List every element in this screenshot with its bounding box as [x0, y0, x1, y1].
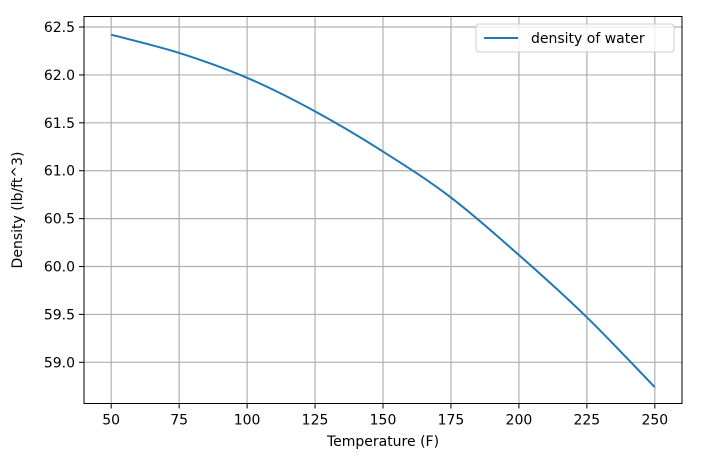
y-tick-label: 62.5 [44, 20, 75, 36]
y-tick-label: 59.5 [44, 307, 75, 323]
x-tick-label: 150 [370, 413, 397, 429]
y-axis-label: Density (lb/ft^3) [10, 152, 26, 269]
x-axis-label: Temperature (F) [326, 434, 439, 450]
y-tick-label: 61.5 [44, 116, 75, 132]
x-tick-label: 250 [641, 413, 668, 429]
y-tick-label: 60.0 [44, 260, 75, 276]
x-tick-label: 125 [302, 413, 329, 429]
x-tick-label: 100 [234, 413, 261, 429]
legend: density of water [475, 23, 675, 53]
series-line-density-of-water [110, 33, 656, 388]
y-tick-label: 60.5 [44, 212, 75, 228]
x-tick-label: 225 [573, 413, 600, 429]
x-tick-label: 200 [506, 413, 533, 429]
x-tick-label: 175 [438, 413, 465, 429]
grid [84, 16, 682, 404]
x-tick-label: 75 [170, 413, 188, 429]
legend-label-density-of-water: density of water [531, 31, 645, 47]
y-tick-label: 61.0 [44, 164, 75, 180]
series-layer [110, 33, 656, 388]
x-tick-label: 50 [102, 413, 120, 429]
legend-box [475, 23, 675, 53]
ticks: 50 75 100 125 150 175 200 225 250 59.0 59.5 60.0 60.… [44, 20, 668, 428]
y-tick-label: 62.0 [44, 68, 75, 84]
y-tick-label: 59.0 [44, 355, 75, 371]
plot-frame [83, 16, 683, 404]
